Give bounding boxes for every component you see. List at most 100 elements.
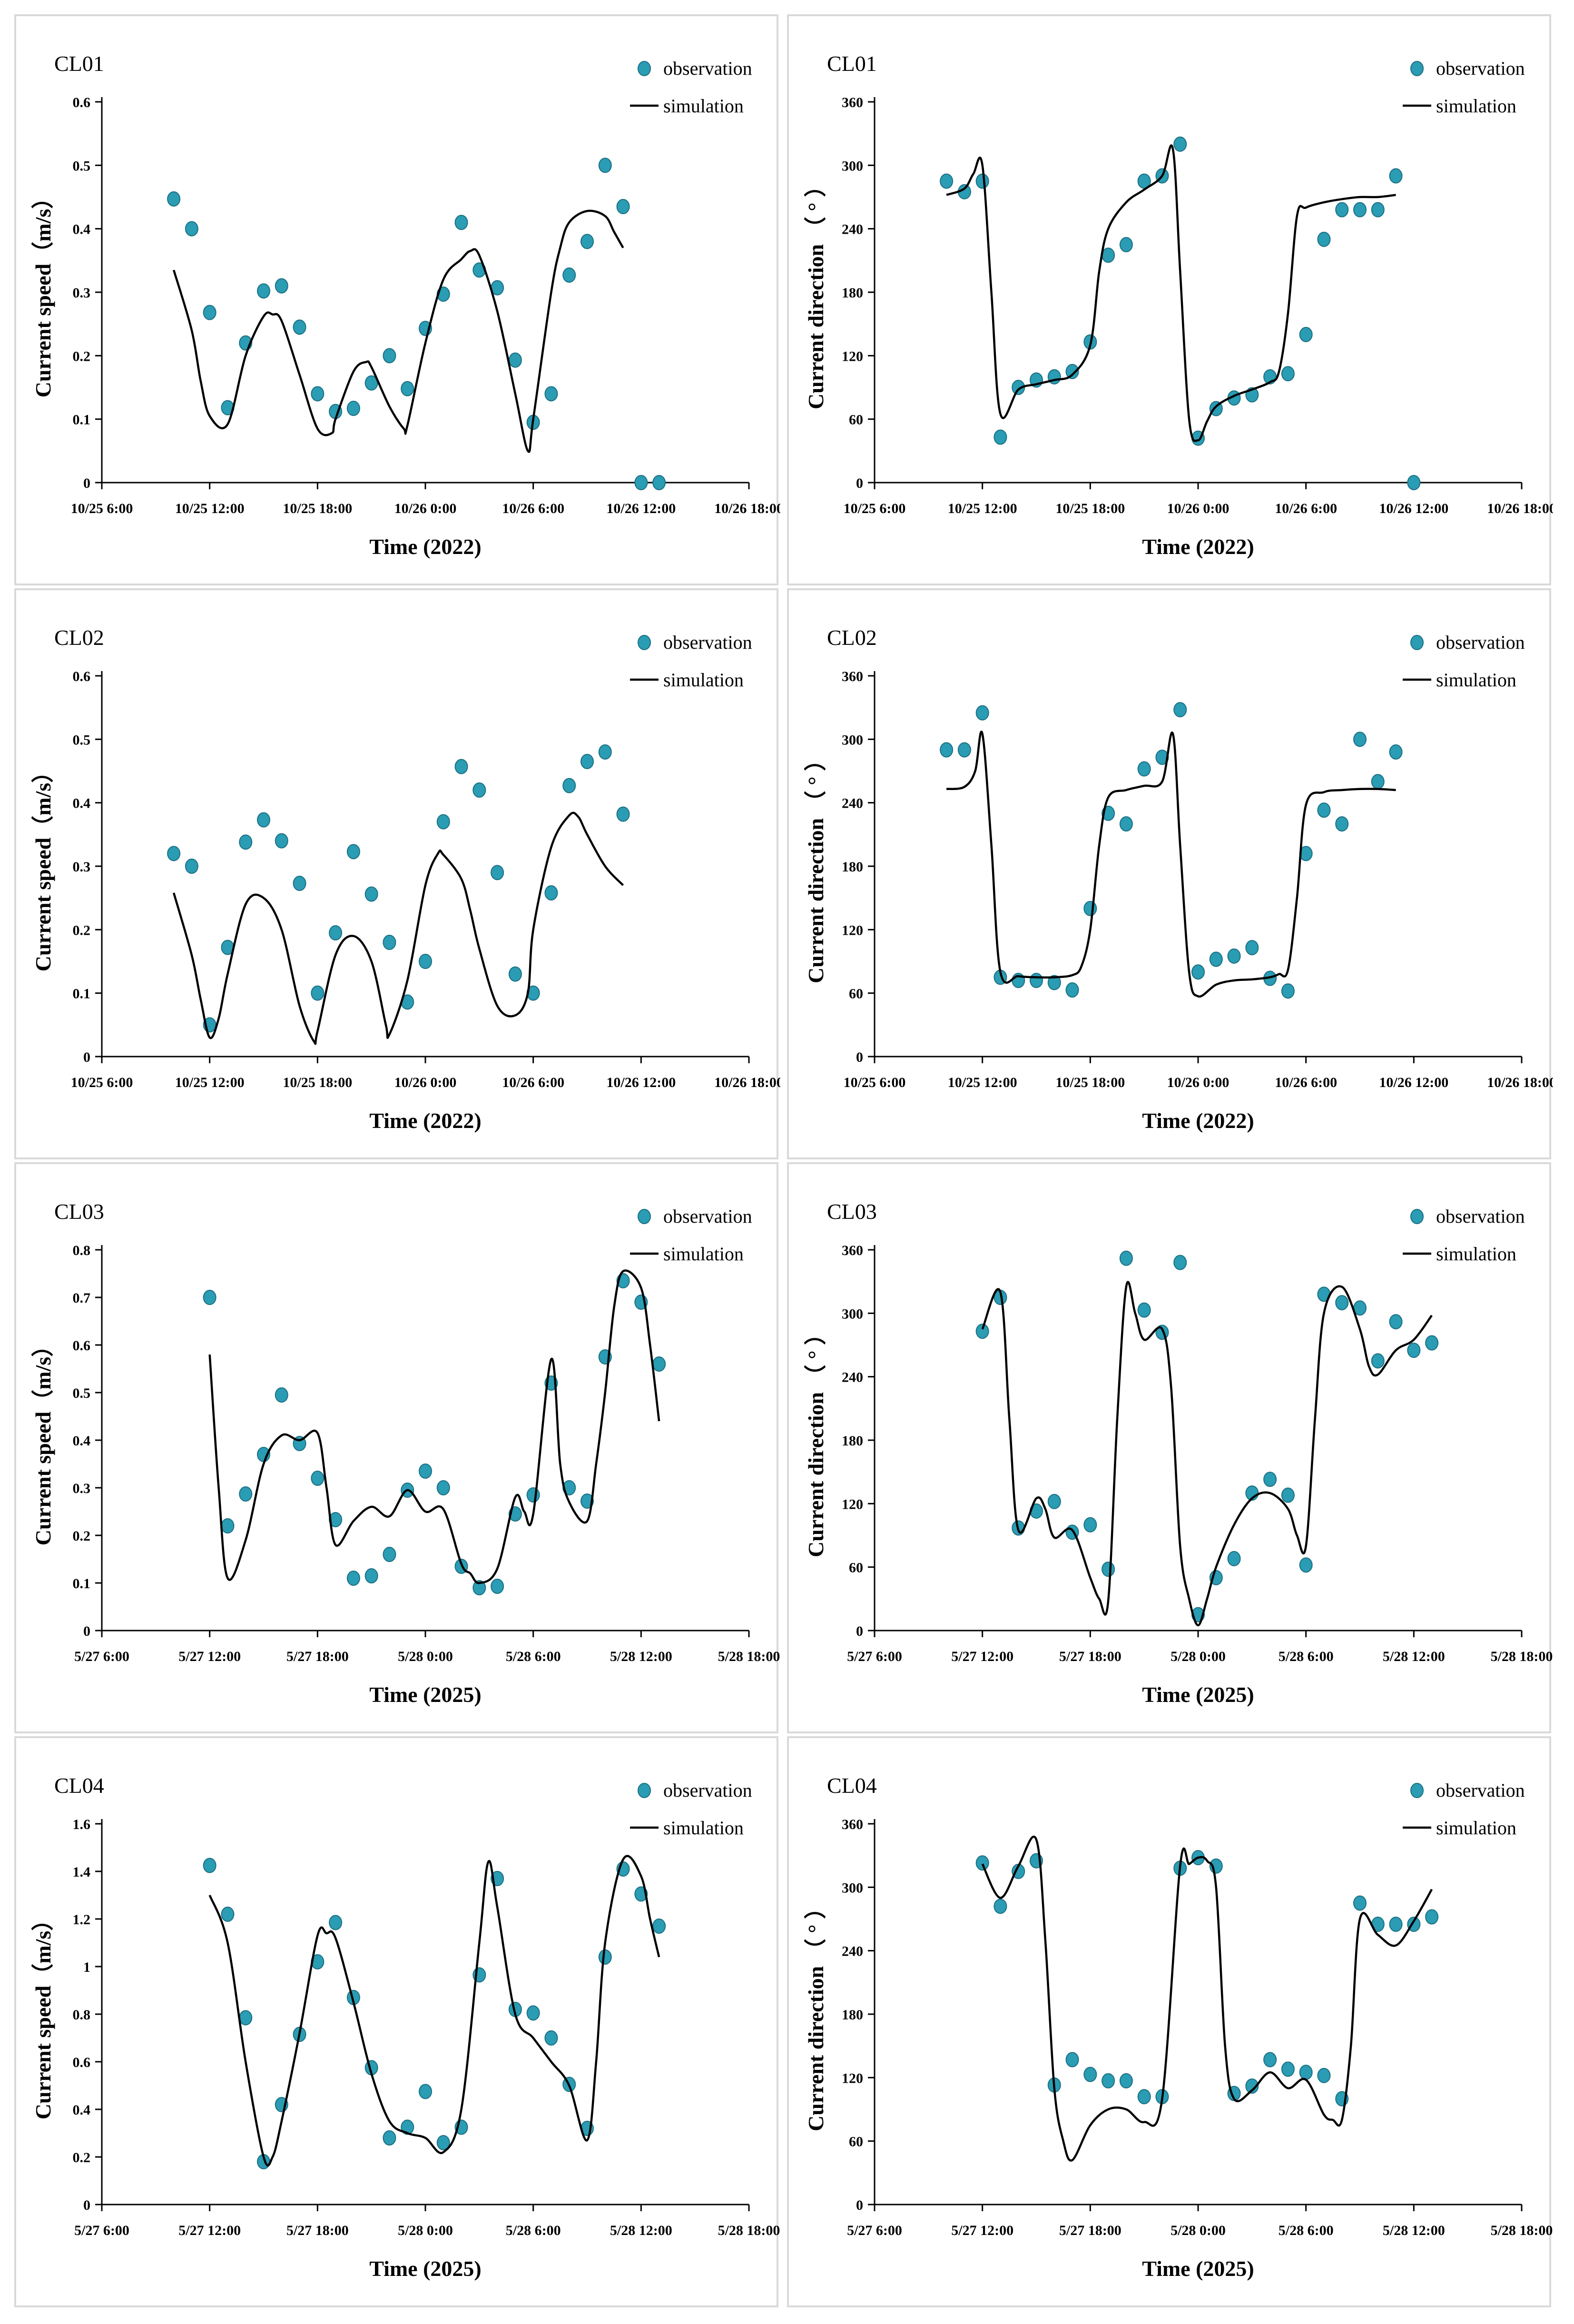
x-tick-label: 5/27 6:00 bbox=[74, 1649, 129, 1664]
y-tick-label: 0 bbox=[856, 2197, 863, 2213]
x-tick-label: 5/27 18:00 bbox=[1059, 1649, 1121, 1664]
observation-point bbox=[616, 199, 630, 214]
x-tick-label: 10/26 0:00 bbox=[394, 1075, 457, 1090]
observation-point bbox=[1102, 2073, 1115, 2088]
observation-point bbox=[419, 2084, 432, 2099]
observation-point bbox=[975, 705, 989, 721]
y-axis-label: Current direction （ ° ） bbox=[804, 749, 828, 983]
y-axis-label: Current speed（m/s） bbox=[31, 761, 55, 972]
observation-point bbox=[1065, 982, 1079, 998]
observation-point bbox=[634, 475, 648, 490]
legend-observation-label: observation bbox=[1436, 1206, 1525, 1227]
x-tick-label: 10/26 18:00 bbox=[714, 501, 780, 516]
y-axis-label: Current direction （ ° ） bbox=[804, 1897, 828, 2131]
observation-point bbox=[1227, 948, 1241, 964]
y-tick-label: 0.6 bbox=[73, 1338, 91, 1354]
observation-point bbox=[1137, 173, 1151, 189]
y-tick-label: 0 bbox=[83, 2197, 90, 2213]
observation-point bbox=[1389, 1314, 1403, 1330]
y-tick-label: 180 bbox=[842, 859, 863, 875]
observation-point bbox=[940, 742, 954, 758]
observation-point bbox=[1299, 1557, 1313, 1573]
y-axis-label: Current direction （ ° ） bbox=[804, 1323, 828, 1557]
x-tick-label: 5/27 18:00 bbox=[286, 1649, 349, 1664]
y-tick-label: 300 bbox=[842, 732, 863, 748]
x-tick-label: 10/26 6:00 bbox=[1275, 1075, 1337, 1090]
x-tick-label: 5/28 0:00 bbox=[398, 2223, 453, 2238]
observation-point bbox=[1425, 1335, 1439, 1351]
observation-point bbox=[940, 173, 954, 189]
legend-observation-marker bbox=[1410, 61, 1424, 76]
observation-point bbox=[616, 806, 630, 822]
x-tick-label: 5/28 6:00 bbox=[506, 1649, 561, 1664]
observation-point bbox=[1173, 1255, 1187, 1270]
x-tick-label: 10/25 18:00 bbox=[1055, 1075, 1125, 1090]
legend-simulation-label: simulation bbox=[663, 1243, 744, 1265]
y-tick-label: 60 bbox=[849, 2134, 863, 2150]
observation-point bbox=[562, 267, 576, 283]
x-tick-label: 10/26 12:00 bbox=[1379, 1075, 1448, 1090]
observation-point bbox=[491, 865, 504, 880]
observation-point bbox=[1317, 231, 1331, 247]
chart-svg: 0 0.2 0.4 0.6 0.8 1 1.2 1.4 1.6 5/27 6:00 5/27 12:… bbox=[31, 1773, 780, 2281]
y-tick-label: 120 bbox=[842, 1496, 863, 1512]
observation-point bbox=[364, 886, 378, 902]
x-tick-label: 5/27 12:00 bbox=[178, 1649, 241, 1664]
y-axis-label: Current speed（m/s） bbox=[31, 1335, 55, 1546]
observation-point bbox=[598, 744, 612, 760]
y-tick-label: 180 bbox=[842, 1433, 863, 1449]
observation-point bbox=[275, 278, 288, 294]
legend-observation-label: observation bbox=[1436, 58, 1525, 79]
x-tick-label: 5/28 6:00 bbox=[1279, 2223, 1334, 2238]
y-tick-label: 240 bbox=[842, 796, 863, 811]
y-tick-label: 0.5 bbox=[73, 158, 91, 174]
chart-title: CL04 bbox=[54, 1773, 104, 1798]
legend-observation-marker bbox=[638, 1209, 651, 1224]
simulation-line bbox=[981, 1835, 1433, 2162]
y-axis-label: Current direction （ ° ） bbox=[804, 175, 828, 409]
legend-simulation-label: simulation bbox=[1436, 1243, 1516, 1265]
x-tick-label: 5/27 6:00 bbox=[74, 2223, 129, 2238]
y-tick-label: 0.2 bbox=[73, 2150, 91, 2166]
observation-point bbox=[1299, 2065, 1313, 2080]
x-tick-label: 5/27 12:00 bbox=[178, 2223, 241, 2238]
legend-observation-marker bbox=[1410, 1783, 1424, 1798]
simulation-line bbox=[946, 144, 1396, 442]
observation-point bbox=[1281, 1487, 1295, 1503]
observation-point bbox=[167, 191, 181, 207]
observation-point bbox=[1371, 1353, 1385, 1369]
observation-point bbox=[1119, 1250, 1133, 1266]
y-tick-label: 1.4 bbox=[73, 1864, 91, 1880]
observation-point bbox=[1119, 816, 1133, 832]
x-axis-label: Time (2025) bbox=[369, 2256, 482, 2281]
observation-point bbox=[346, 401, 360, 416]
x-tick-label: 5/27 18:00 bbox=[1059, 2223, 1121, 2238]
observation-point bbox=[1353, 732, 1367, 747]
x-tick-label: 10/26 12:00 bbox=[1379, 501, 1448, 516]
y-tick-label: 300 bbox=[842, 1880, 863, 1896]
x-tick-label: 5/28 12:00 bbox=[1383, 2223, 1445, 2238]
chart-title: CL03 bbox=[827, 1199, 877, 1224]
y-tick-label: 0.1 bbox=[73, 986, 91, 1002]
observation-point bbox=[1102, 247, 1115, 263]
y-tick-label: 300 bbox=[842, 1306, 863, 1322]
x-tick-label: 10/25 6:00 bbox=[844, 501, 906, 516]
observation-point bbox=[1083, 900, 1097, 916]
legend-simulation-label: simulation bbox=[1436, 1817, 1516, 1839]
chart-svg: 0 60 120 180 240 300 360 10/25 6:00 10/25 12:00 1… bbox=[804, 51, 1553, 559]
observation-point bbox=[1119, 2073, 1133, 2088]
observation-point bbox=[1047, 1493, 1061, 1509]
observation-point bbox=[1425, 1909, 1439, 1925]
observation-point bbox=[1299, 326, 1313, 342]
observation-point bbox=[652, 1919, 666, 1934]
x-tick-label: 5/27 12:00 bbox=[951, 1649, 1013, 1664]
simulation-line bbox=[981, 1281, 1433, 1627]
x-tick-label: 5/28 0:00 bbox=[1171, 1649, 1226, 1664]
observation-point bbox=[1245, 940, 1259, 956]
observation-point bbox=[1263, 2052, 1277, 2067]
observation-point bbox=[419, 1464, 432, 1479]
x-tick-label: 10/26 18:00 bbox=[1487, 1075, 1553, 1090]
observation-point bbox=[1227, 1551, 1241, 1566]
x-tick-label: 10/26 6:00 bbox=[502, 501, 564, 516]
observation-point bbox=[957, 742, 971, 758]
